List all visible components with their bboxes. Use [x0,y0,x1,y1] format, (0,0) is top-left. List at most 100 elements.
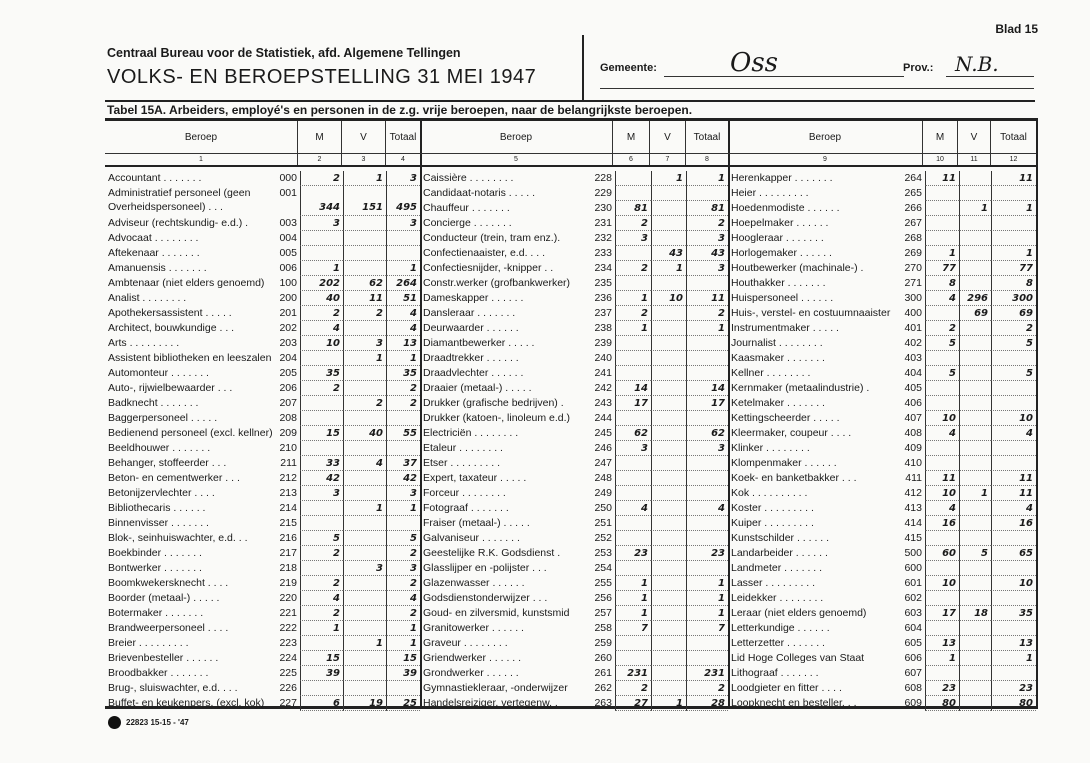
total-count: 8 [991,276,1036,291]
female-count: 62 [343,276,386,291]
table-row: Landarbeider . . . . . . 500 60 5 65 [728,546,1036,561]
female-count [959,471,991,486]
total-count: 51 [386,291,420,306]
occupation-code: 203 [279,337,297,349]
female-count [959,591,991,606]
total-count: 13 [991,636,1036,651]
occupation-code: 255 [594,577,612,589]
female-count [651,276,686,291]
female-count: 1 [959,486,991,501]
total-count [386,246,420,261]
male-count [925,351,959,366]
occupation-name: Kettingscheerder . . . . . [731,412,840,424]
occupation-name: Brug-, sluiswachter, e.d. . . . [108,682,238,694]
table-row: Deurwaarder . . . . . . 238 1 1 [420,321,728,336]
total-count: 62 [686,426,728,441]
male-count: 2 [300,306,343,321]
occupation-name: Binnenvisser . . . . . . . [108,517,209,529]
female-count [651,306,686,321]
organization: Centraal Bureau voor de Statistiek, afd.… [107,46,461,60]
table-row: Dansleraar . . . . . . . 237 2 2 [420,306,728,321]
occupation-name: Hoedenmodiste . . . . . . [731,202,840,214]
female-count [651,336,686,351]
total-count [991,666,1036,681]
occupation-name: Beeldhouwer . . . . . . . [108,442,211,454]
total-count: 14 [686,381,728,396]
occupation-name: Bontwerker . . . . . . . [108,562,202,574]
total-count [686,651,728,666]
table-row: Lithograaf . . . . . . . 607 [728,666,1036,681]
table-row: Horlogemaker . . . . . . 269 1 1 [728,246,1036,261]
total-count [991,531,1036,546]
total-count: 3 [386,171,420,186]
total-count: 2 [991,321,1036,336]
total-count: 4 [686,501,728,516]
male-count [925,666,959,681]
male-count: 2 [300,171,343,186]
occupation-code: 001 [279,187,297,199]
female-count [959,231,991,246]
occupation-code: 412 [904,487,922,499]
total-count: 5 [386,531,420,546]
female-count [651,471,686,486]
male-count: 33 [300,456,343,471]
column-number: 6 [629,156,633,163]
female-count [959,441,991,456]
total-count: 2 [686,681,728,696]
male-count: 15 [300,426,343,441]
total-count: 81 [686,201,728,216]
female-count [651,441,686,456]
occupation-name: Architect, bouwkundige . . . [108,322,235,334]
female-count [343,531,386,546]
total-count: 11 [991,486,1036,501]
occupation-name: Draaier (metaal-) . . . . . [423,382,532,394]
occupation-code: 220 [279,592,297,604]
total-count: 231 [686,666,728,681]
occupation-name: Ambtenaar (niet elders genoemd) [108,277,265,289]
occupation-name: Dansleraar . . . . . . . [423,307,516,319]
occupation-name: Hoepelmaker . . . . . . [731,217,829,229]
male-count [925,216,959,231]
occupation-name: Geestelijke R.K. Godsdienst . [423,547,561,559]
occupation-name: Chauffeur . . . . . . . [423,202,510,214]
total-count: 10 [991,411,1036,426]
rule [105,100,1035,102]
female-count [343,411,386,426]
occupation-name: Herenkapper . . . . . . . [731,172,833,184]
male-count [615,471,651,486]
male-count [615,276,651,291]
male-count: 2 [300,576,343,591]
gemeente-value: Oss [730,48,779,78]
occupation-name: Botermaker . . . . . . . [108,607,204,619]
female-count [959,621,991,636]
male-count [300,396,343,411]
female-count [651,366,686,381]
total-count [386,231,420,246]
table-row: Leraar (niet elders genoemd) 603 17 18 35 [728,606,1036,621]
total-count: 3 [686,231,728,246]
occupation-code: 232 [594,232,612,244]
male-count: 2 [615,216,651,231]
occupation-code: 270 [904,262,922,274]
female-count [651,531,686,546]
total-count: 39 [386,666,420,681]
male-count: 5 [925,336,959,351]
occupation-name: Houthakker . . . . . . . [731,277,826,289]
occupation-code: 003 [279,217,297,229]
female-count [651,411,686,426]
table-row: Letterkundige . . . . . . 604 [728,621,1036,636]
occupation-name: Huispersoneel . . . . . . [731,292,834,304]
occupation-code: 202 [279,322,297,334]
occupation-name: Etaleur . . . . . . . . [423,442,503,454]
occupation-code: 000 [279,172,297,184]
gemeente-line [664,76,904,77]
female-count [343,606,386,621]
male-count: 2 [925,321,959,336]
female-count [959,516,991,531]
occupation-code: 205 [279,367,297,379]
female-count [959,531,991,546]
male-count [300,561,343,576]
male-count: 80 [925,696,959,711]
occupation-name: Dameskapper . . . . . . [423,292,524,304]
